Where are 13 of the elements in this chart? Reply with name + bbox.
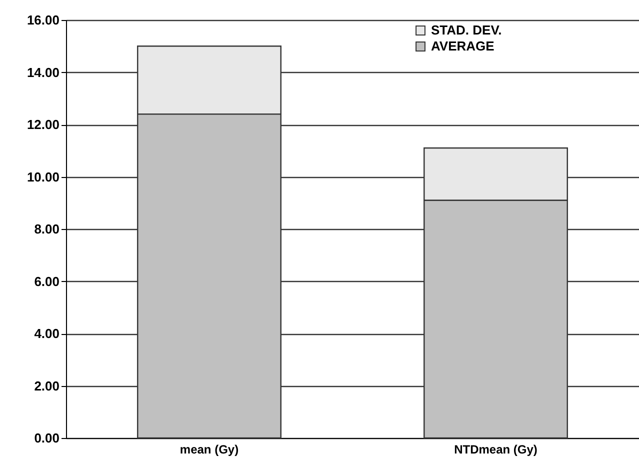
- y-tick-label: 8.00: [34, 222, 60, 236]
- y-tick-label: 0.00: [34, 430, 60, 446]
- y-tick-label: 6.00: [34, 274, 60, 289]
- y-tick-label: 4.00: [34, 326, 60, 341]
- legend-label: STAD. DEV.: [431, 22, 502, 38]
- y-tick-label: 16.00: [26, 12, 60, 28]
- x-tick-label: mean (Gy): [180, 442, 239, 456]
- x-tick-label: NTDmean (Gy): [454, 442, 538, 456]
- y-tick-label: 14.00: [26, 64, 60, 80]
- legend-label: AVERAGE: [431, 38, 495, 54]
- y-tick-label: 2.00: [34, 378, 60, 394]
- y-tick-label: 12.00: [26, 117, 60, 132]
- y-tick-label: 10.00: [26, 169, 60, 184]
